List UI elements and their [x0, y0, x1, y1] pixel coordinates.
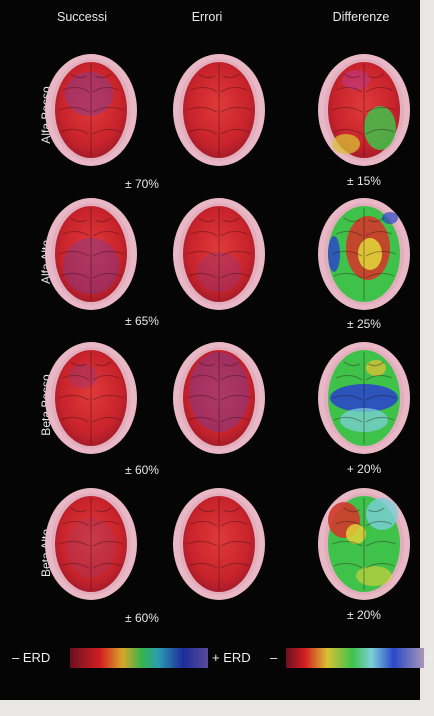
scale-label-minus: –: [270, 650, 278, 665]
brain-map-differenze-beta-basso: [316, 338, 412, 454]
brain-map-errori-alfa-alto: [171, 194, 267, 310]
percent-differenze-alfa-alto: ± 25%: [347, 317, 381, 331]
brain-map-errori-beta-alto: [171, 484, 267, 600]
column-title-differenze: Differenze: [332, 10, 390, 24]
percent-successi-alfa-basso: ± 70%: [125, 177, 159, 191]
erd-color-bar: [70, 648, 208, 668]
brain-map-successi-alfa-basso: [43, 50, 139, 166]
column-title-successi: Successi: [56, 10, 108, 24]
scale-label-minus-erd: – ERD: [12, 650, 51, 665]
scale-label-plus: +: [426, 650, 434, 665]
scale-label-plus-erd: + ERD: [212, 650, 251, 665]
percent-successi-beta-alto: ± 60%: [125, 611, 159, 625]
column-title-errori: Errori: [191, 10, 223, 24]
percent-differenze-beta-basso: + 20%: [346, 462, 382, 476]
brain-map-differenze-beta-alto: [316, 484, 412, 600]
percent-successi-beta-basso: ± 60%: [125, 463, 159, 477]
brain-map-errori-beta-basso: [171, 338, 267, 454]
percent-differenze-beta-alto: ± 20%: [347, 608, 381, 622]
brain-map-successi-beta-basso: [43, 338, 139, 454]
figure-panel: Successi Errori Differenze Alfa Basso Al…: [0, 0, 434, 700]
brain-map-errori-alfa-basso: [171, 50, 267, 166]
brain-map-successi-beta-alto: [43, 484, 139, 600]
brain-map-differenze-alfa-basso: [316, 50, 412, 166]
percent-differenze-alfa-basso: ± 15%: [347, 174, 381, 188]
percent-successi-alfa-alto: ± 65%: [125, 314, 159, 328]
brain-map-successi-alfa-alto: [43, 194, 139, 310]
difference-color-bar: [286, 648, 424, 668]
brain-map-differenze-alfa-alto: [316, 194, 412, 310]
